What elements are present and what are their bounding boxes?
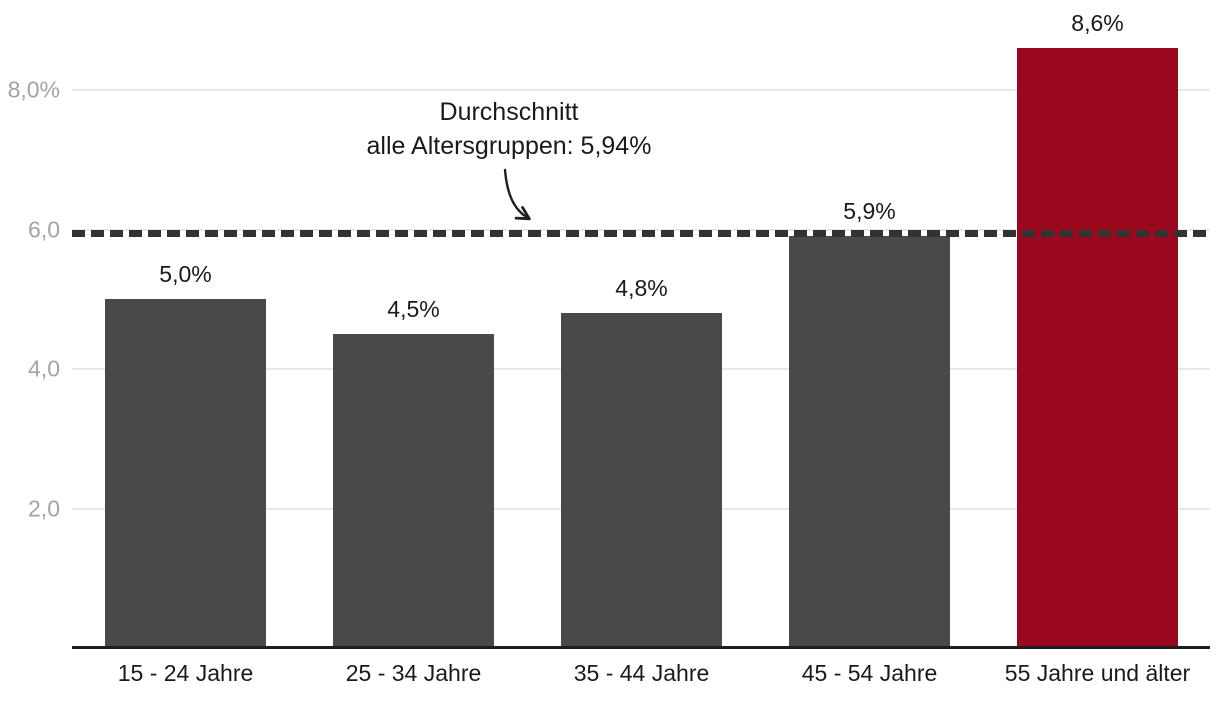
average-reference-line [72, 230, 1210, 238]
average-annotation-line2: alle Altersgruppen: 5,94% [366, 132, 652, 160]
average-annotation-line1: Durchschnitt [439, 98, 579, 126]
y-tick-label: 6,0 [28, 216, 60, 242]
y-gridline [72, 228, 1210, 231]
y-gridline [72, 89, 1210, 91]
x-tick-label: 35 - 44 Jahre [573, 660, 710, 686]
bar [1017, 48, 1178, 648]
x-tick-label: 55 Jahre und älter [1004, 660, 1191, 686]
y-tick-label: 4,0 [28, 355, 60, 382]
bar [789, 236, 950, 648]
bar [561, 313, 722, 648]
bar-value-label: 5,0% [159, 261, 212, 288]
y-tick-label: 8,0% [7, 76, 60, 103]
x-tick-label: 25 - 34 Jahre [345, 660, 482, 686]
average-annotation: Durchschnitt alle Altersgruppen: 5,94% [309, 95, 709, 163]
bar-value-label: 8,6% [1071, 10, 1124, 37]
bar-value-label: 4,8% [615, 275, 668, 302]
y-tick-label: 2,0 [28, 495, 60, 521]
bar-value-label: 4,5% [387, 296, 440, 323]
x-tick-label: 45 - 54 Jahre [801, 660, 938, 686]
bar-value-label: 5,9% [843, 198, 896, 225]
bar [105, 299, 266, 648]
x-tick-label: 15 - 24 Jahre [117, 660, 254, 686]
bar [333, 334, 494, 648]
x-axis-line [72, 646, 1210, 649]
